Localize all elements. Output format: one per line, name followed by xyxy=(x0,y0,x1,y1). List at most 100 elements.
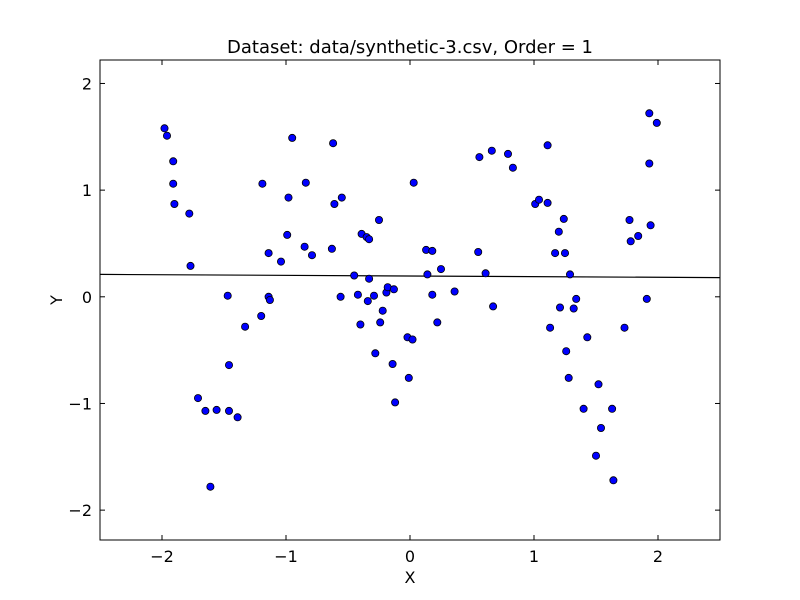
data-point xyxy=(564,373,573,382)
y-tick-label: 0 xyxy=(82,288,92,307)
data-point xyxy=(224,406,233,415)
data-point xyxy=(546,323,555,332)
data-point xyxy=(378,306,387,315)
data-point xyxy=(363,297,372,306)
x-axis-label: X xyxy=(405,568,416,587)
data-point xyxy=(212,405,221,414)
data-point xyxy=(646,221,655,230)
data-point xyxy=(223,291,232,300)
data-point xyxy=(423,270,432,279)
data-point xyxy=(433,318,442,327)
data-point xyxy=(487,146,496,155)
data-point xyxy=(475,153,484,162)
data-point xyxy=(652,118,661,127)
data-point xyxy=(583,333,592,342)
regression-line xyxy=(99,273,721,279)
data-point xyxy=(562,347,571,356)
regression-line-group xyxy=(99,273,721,279)
data-point xyxy=(503,149,512,158)
data-point xyxy=(233,413,242,422)
data-point xyxy=(374,215,383,224)
data-point xyxy=(300,242,309,251)
data-point xyxy=(365,274,374,283)
data-point xyxy=(170,199,179,208)
data-point xyxy=(436,265,445,274)
data-point xyxy=(265,295,274,304)
data-point xyxy=(206,482,215,491)
data-point xyxy=(301,178,310,187)
data-point xyxy=(408,335,417,344)
y-tick-label: 1 xyxy=(82,181,92,200)
data-point xyxy=(258,179,267,188)
data-point xyxy=(371,349,380,358)
data-point xyxy=(508,163,517,172)
data-point xyxy=(561,249,570,258)
x-axis: −2 −1 0 1 2 xyxy=(150,60,663,566)
x-tick-label: −1 xyxy=(274,547,298,566)
data-point xyxy=(609,476,618,485)
data-point xyxy=(330,199,339,208)
data-point xyxy=(551,249,560,258)
x-tick-label: 2 xyxy=(653,547,663,566)
data-point xyxy=(634,231,643,240)
data-point xyxy=(592,451,601,460)
data-point xyxy=(625,215,634,224)
data-point xyxy=(365,235,374,244)
data-point xyxy=(608,404,617,413)
data-point xyxy=(284,193,293,202)
data-point xyxy=(579,404,588,413)
data-point xyxy=(264,249,273,258)
data-point xyxy=(327,244,336,253)
data-point xyxy=(257,311,266,320)
data-point xyxy=(489,302,498,311)
data-point xyxy=(428,290,437,299)
data-point xyxy=(201,406,210,415)
data-point xyxy=(193,394,202,403)
data-point xyxy=(620,323,629,332)
data-point xyxy=(559,214,568,223)
data-point xyxy=(186,261,195,270)
data-point xyxy=(169,179,178,188)
data-point xyxy=(535,195,544,204)
data-point xyxy=(556,303,565,312)
data-point xyxy=(389,285,398,294)
data-points xyxy=(160,109,661,491)
data-point xyxy=(572,294,581,303)
plot-area xyxy=(99,59,721,541)
data-point xyxy=(350,271,359,280)
y-tick-label: 2 xyxy=(82,74,92,93)
data-point xyxy=(428,246,437,255)
data-point xyxy=(224,361,233,370)
data-point xyxy=(474,247,483,256)
data-point xyxy=(162,131,171,140)
data-point xyxy=(276,257,285,266)
data-point xyxy=(481,269,490,278)
data-point xyxy=(388,359,397,368)
y-tick-label: −2 xyxy=(68,501,92,520)
data-point xyxy=(283,230,292,239)
data-point xyxy=(307,251,316,260)
data-point xyxy=(543,198,552,207)
data-point xyxy=(543,141,552,150)
data-point xyxy=(353,290,362,299)
data-point xyxy=(597,423,606,432)
data-point xyxy=(450,287,459,296)
data-point xyxy=(336,292,345,301)
y-axis-label: Y xyxy=(47,295,66,306)
data-point xyxy=(160,124,169,133)
data-point xyxy=(288,133,297,142)
chart-title: Dataset: data/synthetic-3.csv, Order = 1 xyxy=(227,37,593,58)
data-point xyxy=(169,157,178,166)
y-tick-label: −1 xyxy=(68,394,92,413)
data-point xyxy=(554,227,563,236)
data-point xyxy=(185,209,194,218)
x-tick-label: −2 xyxy=(150,547,174,566)
data-point xyxy=(409,178,418,187)
data-point xyxy=(391,398,400,407)
data-point xyxy=(645,159,654,168)
x-tick-label: 1 xyxy=(529,547,539,566)
y-axis: −2 −1 0 1 2 xyxy=(68,74,720,520)
data-point xyxy=(241,322,250,331)
data-point xyxy=(642,294,651,303)
